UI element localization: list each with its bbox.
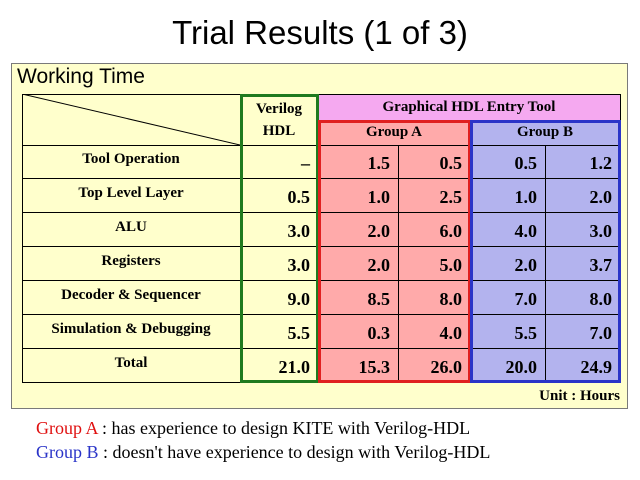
panel-label: Working Time xyxy=(17,65,145,88)
row-line xyxy=(22,314,620,315)
row-label: Simulation & Debugging xyxy=(51,320,211,337)
row-line xyxy=(22,280,620,281)
verilog-column-border xyxy=(240,94,319,383)
table-cell: 2.0 xyxy=(589,186,613,207)
note-group-a: Group A : has experience to design KITE … xyxy=(36,418,470,439)
row-label: Top Level Layer xyxy=(78,184,184,201)
group-b-header: Group B xyxy=(517,124,573,140)
table-cell: 7.0 xyxy=(589,322,613,343)
table-cell: 5.0 xyxy=(439,254,463,275)
table-cell: 6.0 xyxy=(439,220,463,241)
graphical-header: Graphical HDL Entry Tool xyxy=(382,98,556,115)
table-cell: 3.0 xyxy=(287,254,311,275)
col-line xyxy=(398,145,399,382)
table-cell: 4.0 xyxy=(439,322,463,343)
table-cell: 2.0 xyxy=(367,254,391,275)
table-cell: 1.2 xyxy=(589,153,613,173)
group-a-border xyxy=(318,120,471,383)
table-cell: 0.5 xyxy=(514,153,538,173)
table-cell: 8.0 xyxy=(439,288,463,309)
group-a-header: Group A xyxy=(366,124,422,140)
header-diagonal xyxy=(22,94,240,145)
table-cell: 20.0 xyxy=(505,356,538,377)
table-cell: – xyxy=(301,153,310,173)
table-cell: 8.0 xyxy=(589,288,613,309)
verilog-header-line2: HDL xyxy=(262,122,296,139)
table-cell: 21.0 xyxy=(278,356,311,377)
table-cell: 8.5 xyxy=(367,288,391,309)
table-cell: 5.5 xyxy=(514,322,538,343)
group-b-border xyxy=(470,120,621,383)
table-cell: 0.3 xyxy=(367,322,391,343)
table-top-line xyxy=(22,94,620,95)
table-cell: 1.0 xyxy=(367,186,391,207)
note-group-b-text: : doesn't have experience to design with… xyxy=(98,442,491,462)
note-group-b: Group B : doesn't have experience to des… xyxy=(36,442,490,463)
verilog-header-line1: Verilog xyxy=(255,100,303,117)
col-line xyxy=(545,145,546,382)
row-label: ALU xyxy=(115,218,147,235)
row-line xyxy=(22,212,620,213)
table-cell: 3.7 xyxy=(589,254,613,275)
note-group-b-name: Group B xyxy=(36,442,99,462)
row-line xyxy=(22,348,620,349)
table-left-line xyxy=(22,94,23,382)
table-cell: 2.0 xyxy=(367,220,391,241)
table-cell: 0.5 xyxy=(439,153,463,173)
table-cell: 4.0 xyxy=(514,220,538,241)
graphical-header-bg xyxy=(318,94,620,120)
slide-title: Trial Results (1 of 3) xyxy=(172,14,468,51)
row-label: Registers xyxy=(101,252,161,269)
table-cell: 1.0 xyxy=(514,186,538,207)
row-label: Total xyxy=(114,354,148,371)
table-cell: 15.3 xyxy=(358,356,391,377)
table-cell: 0.5 xyxy=(287,186,311,207)
table-cell: 7.0 xyxy=(514,288,538,309)
table-cell: 24.9 xyxy=(580,356,613,377)
row-line xyxy=(22,178,620,179)
table-cell: 2.5 xyxy=(439,186,463,207)
table-cell: 3.0 xyxy=(287,220,311,241)
group-a-column-bg xyxy=(318,120,470,382)
unit-label: Unit : Hours xyxy=(539,388,620,404)
table-cell: 9.0 xyxy=(287,288,311,309)
note-group-a-name: Group A xyxy=(36,418,98,438)
row-line xyxy=(22,246,620,247)
table-cell: 1.5 xyxy=(367,153,391,173)
row-line xyxy=(22,145,620,146)
table-cell: 26.0 xyxy=(430,356,463,377)
note-group-a-text: : has experience to design KITE with Ver… xyxy=(97,418,471,438)
row-label: Tool Operation xyxy=(82,151,180,167)
table-cell: 5.5 xyxy=(287,322,311,343)
table-cell: 2.0 xyxy=(514,254,538,275)
table-cell: 3.0 xyxy=(589,220,613,241)
row-label: Decoder & Sequencer xyxy=(61,286,201,303)
